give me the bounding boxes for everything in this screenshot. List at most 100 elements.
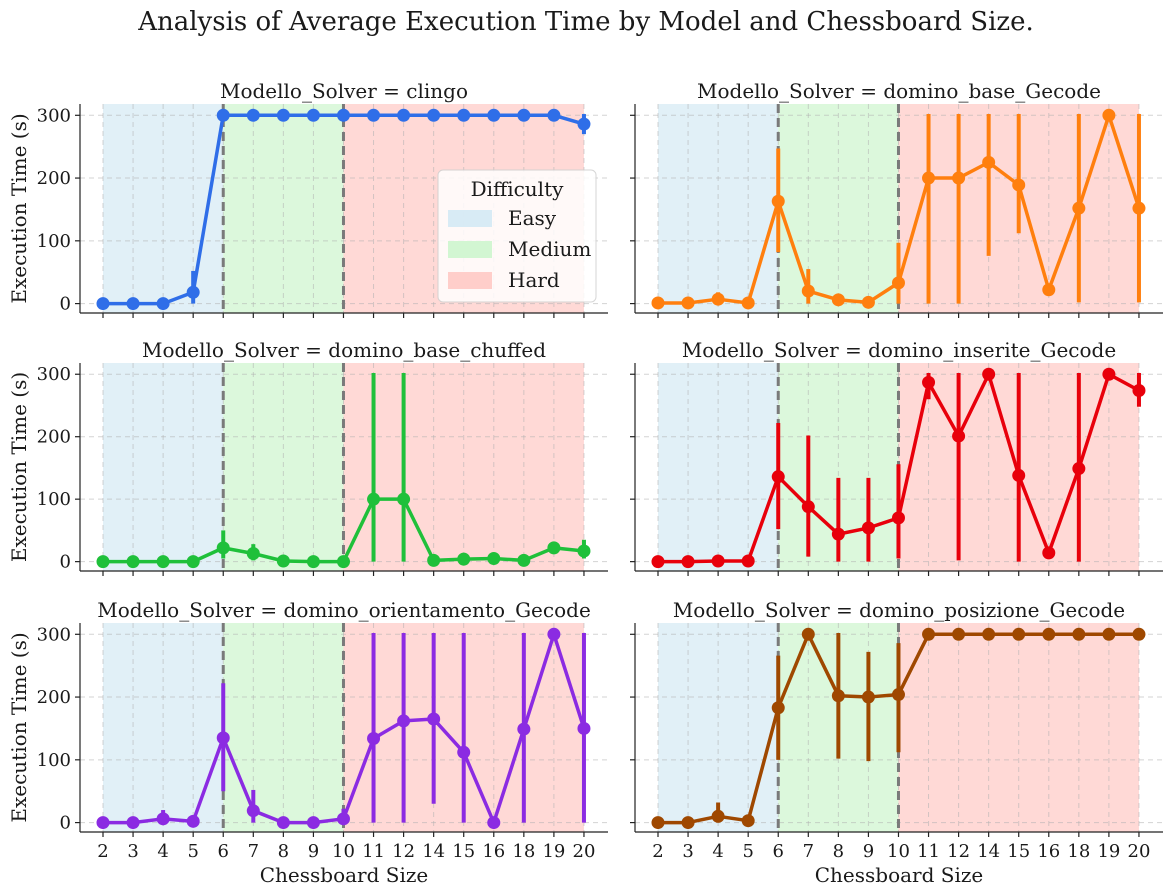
data-point xyxy=(427,108,441,122)
chart-title: Analysis of Average Execution Time by Mo… xyxy=(137,7,1034,37)
x-tick-label: 20 xyxy=(1128,841,1151,862)
panel-title: Modello_Solver = domino_posizione_Gecode xyxy=(673,598,1125,622)
data-point xyxy=(156,297,170,311)
data-point xyxy=(427,712,441,726)
y-tick-label: 200 xyxy=(37,168,71,189)
x-tick-label: 16 xyxy=(1037,841,1060,862)
data-point xyxy=(982,627,996,641)
data-point xyxy=(487,816,501,830)
data-point xyxy=(982,155,996,169)
y-tick-label: 100 xyxy=(37,489,71,510)
x-tick-label: 3 xyxy=(127,841,138,862)
data-point xyxy=(771,701,785,715)
x-tick-label: 2 xyxy=(652,841,663,862)
data-point xyxy=(681,816,695,830)
y-tick-label: 0 xyxy=(60,294,71,315)
panel-1: Modello_Solver = domino_base_Gecode xyxy=(630,79,1163,318)
legend-entry-easy: Easy xyxy=(508,206,557,230)
y-tick-label: 100 xyxy=(37,750,71,771)
data-point xyxy=(96,297,110,311)
data-point xyxy=(1042,283,1056,297)
data-point xyxy=(1072,201,1086,215)
data-point xyxy=(831,293,845,307)
data-point xyxy=(216,108,230,122)
data-point xyxy=(457,745,471,759)
panel-4: 0 100 200 300 2 3 4 5 6 7 8 9 10 11 12 14 15 16 18 19 20 Mode… xyxy=(7,598,608,887)
x-tick-label: 5 xyxy=(742,841,753,862)
data-point xyxy=(276,816,290,830)
x-tick-label: 7 xyxy=(248,841,259,862)
data-point xyxy=(861,521,875,535)
data-point xyxy=(457,552,471,566)
data-point xyxy=(741,296,755,310)
data-point xyxy=(487,108,501,122)
data-point xyxy=(982,367,996,381)
x-tick-label: 15 xyxy=(452,841,475,862)
data-point xyxy=(952,627,966,641)
panel-5: 2 3 4 5 6 7 8 9 10 11 12 14 15 16 18 19 20 Modello_Solver… xyxy=(630,598,1163,887)
x-tick-label: 10 xyxy=(332,841,355,862)
x-tick-label: 18 xyxy=(512,841,535,862)
data-point xyxy=(711,554,725,568)
data-point xyxy=(1132,383,1146,397)
legend-entry-hard: Hard xyxy=(508,268,560,292)
data-point xyxy=(246,547,260,561)
data-point xyxy=(741,554,755,568)
data-point xyxy=(306,108,320,122)
x-tick-label: 8 xyxy=(833,841,844,862)
data-point xyxy=(891,511,905,525)
data-point xyxy=(771,194,785,208)
data-point xyxy=(336,812,350,826)
data-point xyxy=(276,554,290,568)
panel-0: 0 100 200 300 Modello_Solver = clingo Executi… xyxy=(7,79,608,318)
data-point xyxy=(1042,546,1056,560)
data-point xyxy=(891,276,905,290)
data-point xyxy=(711,809,725,823)
data-point xyxy=(1072,627,1086,641)
legend-swatch-hard xyxy=(448,272,492,289)
y-tick-label: 100 xyxy=(37,231,71,252)
panel-title: Modello_Solver = clingo xyxy=(220,79,468,103)
data-point xyxy=(1012,178,1026,192)
y-tick-label: 0 xyxy=(60,813,71,834)
data-point xyxy=(336,555,350,569)
x-tick-label: 6 xyxy=(773,841,784,862)
data-point xyxy=(801,284,815,298)
y-tick-label: 200 xyxy=(37,687,71,708)
data-point xyxy=(1012,627,1026,641)
data-point xyxy=(547,108,561,122)
data-point xyxy=(96,816,110,830)
data-point xyxy=(156,555,170,569)
data-point xyxy=(1072,462,1086,476)
data-point xyxy=(1102,367,1116,381)
x-tick-label: 19 xyxy=(1097,841,1120,862)
panel-title: Modello_Solver = domino_orientamento_Gec… xyxy=(97,598,591,622)
panel-3: Modello_Solver = domino_inserite_Gecode xyxy=(630,338,1163,576)
data-point xyxy=(1132,627,1146,641)
data-point xyxy=(186,814,200,828)
data-point xyxy=(367,108,381,122)
y-axis-label: Execution Time (s) xyxy=(7,113,31,303)
data-point xyxy=(96,555,110,569)
x-tick-label: 20 xyxy=(573,841,596,862)
data-point xyxy=(1102,108,1116,122)
data-point xyxy=(651,296,665,310)
data-point xyxy=(922,171,936,185)
x-axis-label: Chessboard Size xyxy=(815,863,984,887)
legend-swatch-medium xyxy=(448,241,492,258)
data-point xyxy=(801,500,815,514)
legend-entry-medium: Medium xyxy=(508,237,591,261)
data-point xyxy=(517,108,531,122)
data-point xyxy=(186,555,200,569)
data-point xyxy=(1132,201,1146,215)
x-tick-label: 4 xyxy=(712,841,723,862)
data-point xyxy=(246,108,260,122)
data-point xyxy=(367,731,381,745)
data-point xyxy=(681,555,695,569)
panel-title: Modello_Solver = domino_base_chuffed xyxy=(142,338,546,362)
x-tick-label: 2 xyxy=(97,841,108,862)
data-point xyxy=(126,555,140,569)
legend-swatch-easy xyxy=(448,210,492,227)
data-point xyxy=(651,816,665,830)
data-point xyxy=(952,429,966,443)
